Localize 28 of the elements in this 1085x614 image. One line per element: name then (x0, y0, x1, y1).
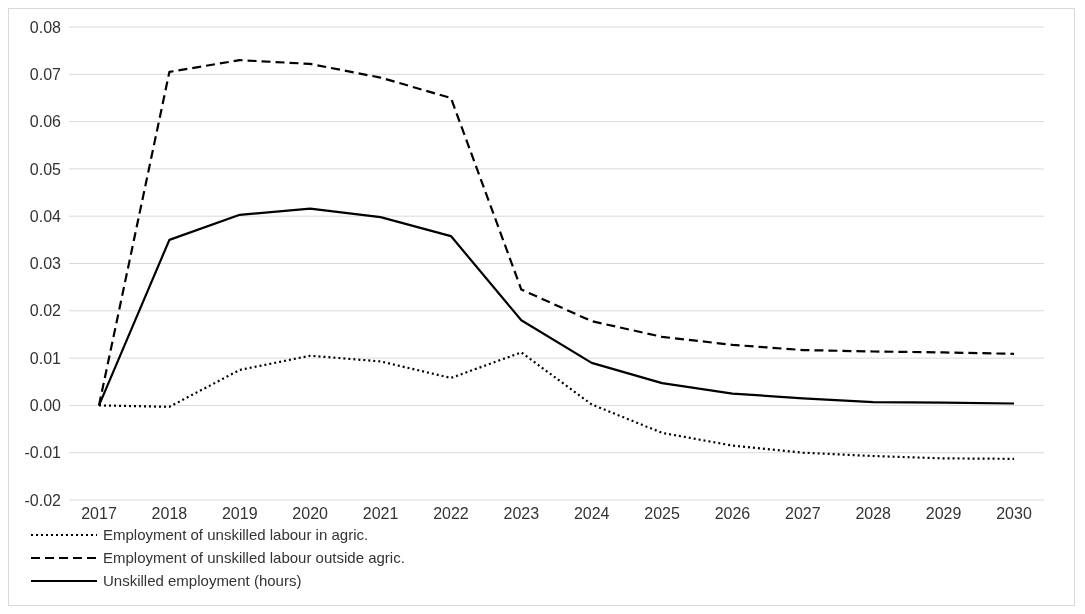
x-tick-label: 2030 (996, 505, 1032, 523)
y-tick-label: 0.05 (29, 160, 62, 178)
legend-label: Employment of unskilled labour in agric. (103, 526, 369, 543)
x-tick-label: 2017 (81, 505, 117, 523)
legend-label: Employment of unskilled labour outside agric. (103, 549, 405, 566)
y-tick-label: 0.04 (29, 207, 62, 225)
x-tick-label: 2022 (433, 505, 469, 523)
x-tick-label: 2026 (714, 505, 751, 523)
x-tick-label: 2021 (362, 505, 399, 523)
y-tick-label: 0.03 (29, 255, 62, 273)
x-tick-label: 2029 (925, 505, 962, 523)
y-tick-label: -0.01 (24, 444, 62, 462)
x-tick-label: 2023 (503, 505, 540, 523)
y-tick-label: 0.07 (29, 65, 62, 83)
x-tick-label: 2018 (151, 505, 188, 523)
legend-label: Unskilled employment (hours) (103, 572, 302, 589)
x-tick-label: 2027 (785, 505, 821, 523)
y-tick-label: -0.02 (24, 491, 62, 509)
x-tick-label: 2019 (221, 505, 258, 523)
y-tick-label: 0.01 (29, 349, 62, 367)
x-tick-label: 2020 (292, 505, 329, 523)
y-tick-label: 0.02 (29, 302, 62, 320)
y-tick-label: 0.00 (29, 397, 62, 415)
y-tick-label: 0.08 (29, 18, 62, 36)
y-tick-label: 0.06 (29, 113, 62, 131)
x-tick-label: 2028 (855, 505, 892, 523)
x-tick-label: 2025 (644, 505, 680, 523)
x-tick-label: 2024 (573, 505, 610, 523)
